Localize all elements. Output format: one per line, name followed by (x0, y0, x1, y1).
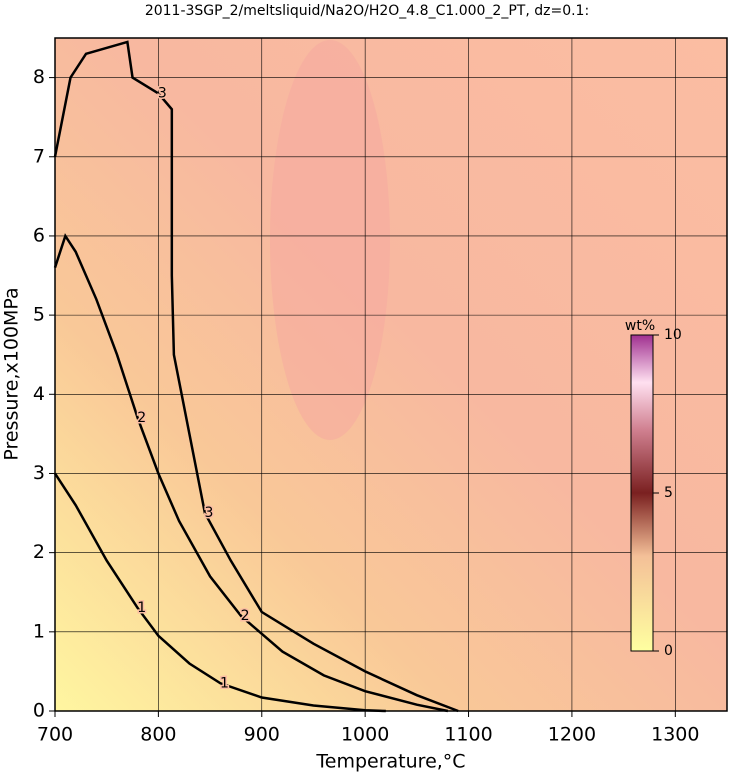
contour-label: 1 (137, 600, 146, 616)
y-tick-label: 6 (33, 224, 45, 246)
colorbar-tick-label: 0 (664, 643, 673, 659)
y-tick-label: 4 (33, 383, 45, 405)
contour-label: 3 (158, 85, 167, 101)
colorbar-tick-label: 5 (664, 485, 673, 501)
y-tick-label: 8 (33, 66, 45, 88)
contour-line (53, 472, 386, 713)
plot-frame (54, 37, 728, 712)
contour-label: 2 (137, 410, 146, 426)
x-tick-label: 900 (244, 724, 280, 746)
x-axis-label: Temperature,°C (315, 751, 465, 773)
field-region (270, 40, 390, 440)
contour-label: 1 (220, 675, 229, 691)
contour-line (53, 40, 459, 713)
field (55, 38, 727, 711)
x-tick-label: 700 (37, 724, 73, 746)
x-tick-label: 1000 (341, 724, 389, 746)
y-tick-label: 0 (33, 700, 45, 722)
colorbar-tick-label: 10 (664, 327, 682, 343)
contour-label: 2 (241, 608, 250, 624)
colorbar-label: wt% (625, 318, 655, 334)
contour-label: 3 (204, 505, 213, 521)
x-tick-label: 800 (140, 724, 176, 746)
x-tick-label: 1100 (444, 724, 492, 746)
x-tick-label: 1300 (651, 724, 699, 746)
y-tick-label: 2 (33, 541, 45, 563)
y-tick-label: 3 (33, 462, 45, 484)
y-tick-label: 5 (33, 304, 45, 326)
colorbar (630, 334, 654, 652)
y-tick-label: 1 (33, 620, 45, 642)
chart-title: 2011-3SGP_2/meltsliquid/Na2O/H2O_4.8_C1.… (145, 3, 589, 19)
y-tick-label: 7 (33, 145, 45, 167)
x-tick-label: 1200 (548, 724, 596, 746)
y-axis-label: Pressure,x100MPa (1, 287, 23, 460)
contour-line (53, 233, 449, 713)
